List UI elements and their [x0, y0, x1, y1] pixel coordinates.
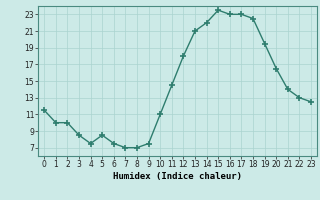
X-axis label: Humidex (Indice chaleur): Humidex (Indice chaleur)	[113, 172, 242, 181]
